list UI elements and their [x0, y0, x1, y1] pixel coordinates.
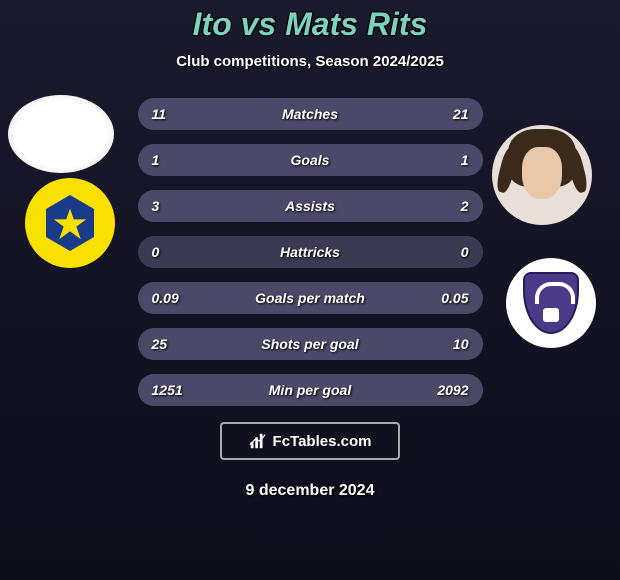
stat-value-left: 11 [138, 106, 198, 122]
stat-value-left: 1251 [138, 382, 198, 398]
stat-value-left: 0 [138, 244, 198, 260]
stat-value-left: 1 [138, 152, 198, 168]
stat-value-right: 2092 [423, 382, 483, 398]
stat-label: Assists [198, 198, 423, 214]
stat-label: Goals [198, 152, 423, 168]
stat-row: 25Shots per goal10 [138, 328, 483, 360]
stat-value-right: 0.05 [423, 290, 483, 306]
footer-brand-logo: FcTables.com [220, 422, 400, 460]
stat-value-right: 1 [423, 152, 483, 168]
player-left-avatar [8, 95, 114, 173]
footer-brand-text: FcTables.com [273, 433, 372, 450]
club-left-badge [25, 178, 115, 268]
page-title: Ito vs Mats Rits [0, 0, 620, 43]
stat-row: 1251Min per goal2092 [138, 374, 483, 406]
bar-chart-icon [249, 432, 267, 450]
player-right-avatar [492, 125, 592, 225]
stat-value-right: 10 [423, 336, 483, 352]
stat-row: 1Goals1 [138, 144, 483, 176]
stats-container: 11Matches211Goals13Assists20Hattricks00.… [138, 98, 483, 406]
vs-title: Ito vs Mats Rits [193, 6, 428, 42]
stat-label: Matches [198, 106, 423, 122]
stat-row: 3Assists2 [138, 190, 483, 222]
stat-value-left: 25 [138, 336, 198, 352]
stat-label: Shots per goal [198, 336, 423, 352]
stat-value-right: 2 [423, 198, 483, 214]
stat-label: Goals per match [198, 290, 423, 306]
stat-value-left: 0.09 [138, 290, 198, 306]
subtitle: Club competitions, Season 2024/2025 [0, 53, 620, 70]
stat-label: Hattricks [198, 244, 423, 260]
stat-value-right: 0 [423, 244, 483, 260]
stat-row: 0.09Goals per match0.05 [138, 282, 483, 314]
footer-date: 9 december 2024 [0, 482, 620, 500]
stat-row: 11Matches21 [138, 98, 483, 130]
club-right-badge [506, 258, 596, 348]
stat-value-right: 21 [423, 106, 483, 122]
stat-value-left: 3 [138, 198, 198, 214]
stat-label: Min per goal [198, 382, 423, 398]
stat-row: 0Hattricks0 [138, 236, 483, 268]
